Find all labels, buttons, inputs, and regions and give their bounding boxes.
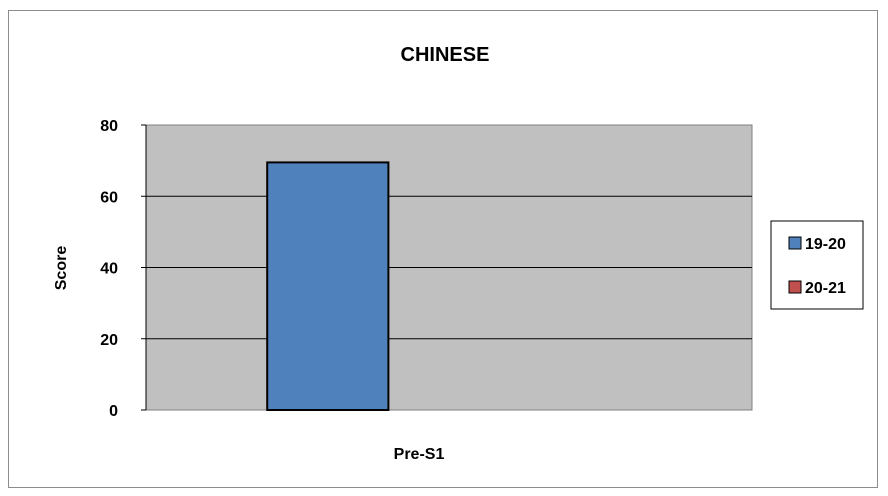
legend-swatch-19-20	[788, 236, 802, 250]
y-tick-label: 0	[109, 403, 118, 420]
y-tick-label: 60	[100, 189, 118, 206]
legend: 19-20 20-21	[770, 220, 864, 310]
bar-19-20	[266, 161, 390, 411]
legend-swatch-20-21	[788, 280, 802, 294]
y-tick-label: 20	[100, 332, 118, 349]
chart-title: CHINESE	[401, 44, 490, 66]
y-axis-label: Score	[53, 246, 70, 291]
legend-box	[770, 220, 864, 310]
legend-label: 19-20	[805, 236, 846, 253]
y-axis-ticks: 0 20 40 60 80	[100, 118, 147, 420]
x-axis-ticks: Pre-S1	[394, 446, 445, 463]
x-tick-label: Pre-S1	[394, 446, 445, 463]
gridlines	[146, 195, 752, 340]
y-tick-label: 80	[100, 118, 118, 135]
y-tick-label: 40	[100, 261, 118, 278]
bars	[266, 161, 390, 411]
legend-label: 20-21	[805, 280, 846, 297]
